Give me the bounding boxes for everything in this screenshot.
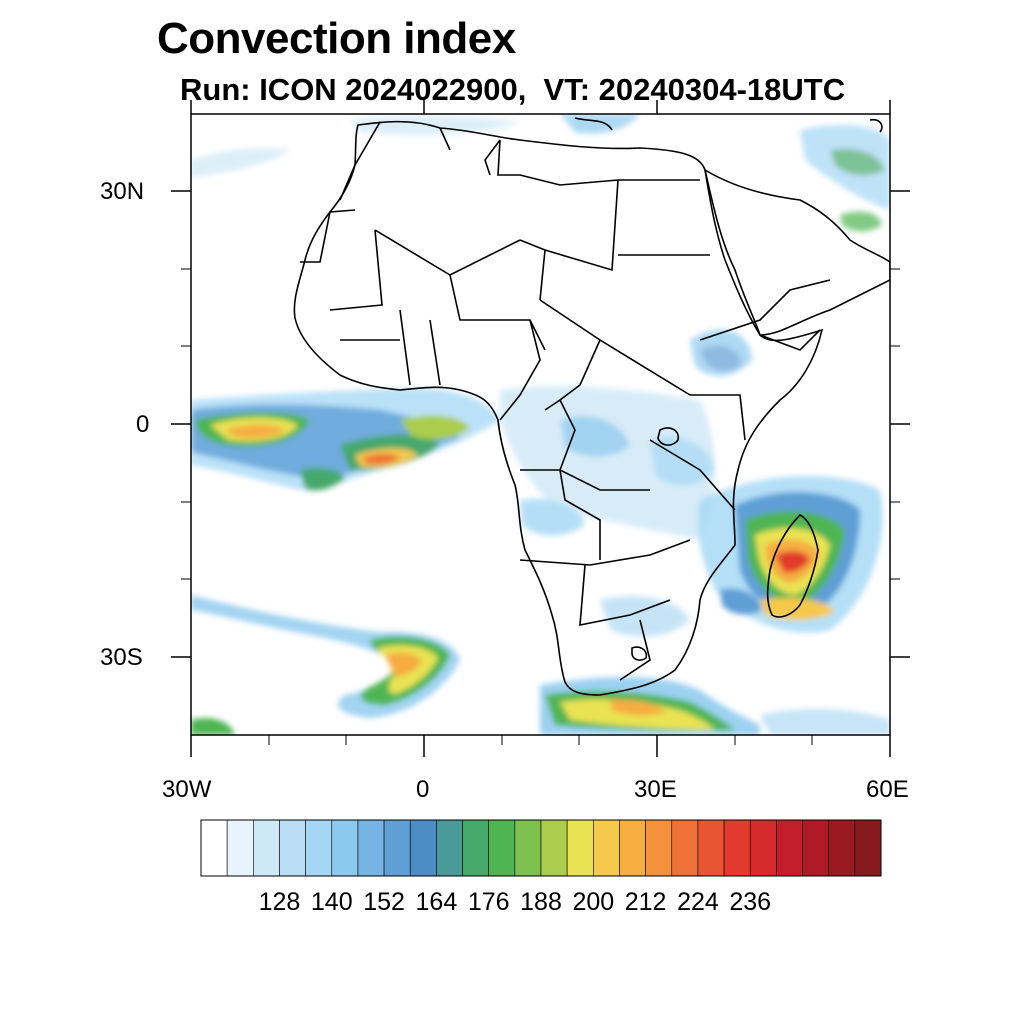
colorbar-swatch [749,819,777,877]
y-tick-label: 0 [136,411,150,438]
country-borders [293,117,890,696]
y-tick-label: 30S [100,644,143,671]
colorbar-label: 128 [258,888,301,916]
colorbar-swatch [383,819,411,877]
colorbar-swatch [619,819,646,877]
x-tick-label: 30W [162,776,212,803]
colorbar-label: 152 [363,888,405,916]
colorbar-swatch [697,819,725,877]
colorbar-swatch [488,819,516,877]
colorbar-swatch [253,819,280,877]
x-tick-label: 60E [866,776,909,803]
colorbar-swatch [331,819,359,877]
colorbar-swatch [357,819,385,877]
colorbar-swatch [645,819,673,877]
colorbar-label: 212 [624,888,667,916]
colorbar [200,819,882,877]
colorbar-swatch [226,819,254,877]
colorbar-label: 236 [729,888,772,916]
colorbar-swatch [200,819,228,877]
colorbar-swatch [409,819,437,877]
colorbar-label: 164 [415,888,458,916]
colorbar-swatch [436,819,463,877]
axis-ticks [171,100,910,757]
colorbar-swatch [462,819,489,877]
colorbar-swatch [279,819,306,877]
x-tick-label: 30E [634,776,677,803]
colorbar-swatch [566,819,594,877]
colorbar-swatch [854,819,882,877]
colorbar-label: 176 [467,888,510,916]
map-subtitle: Run: ICON 2024022900, VT: 20240304-18UTC [180,72,846,107]
colorbar-swatch [671,819,699,877]
colorbar-swatch [514,819,542,877]
colorbar-label: 200 [572,888,615,916]
axis-minor-ticks [181,268,900,745]
colorbar-label: 140 [310,888,353,916]
colorbar-outline [200,819,882,877]
colorbar-swatch [305,819,333,877]
colorbar-swatch [776,819,803,877]
colorbar-swatch [723,819,751,877]
colorbar-label: 188 [520,888,562,916]
x-tick-label: 0 [416,776,430,803]
colorbar-swatch [540,819,568,877]
colorbar-swatch [828,819,856,877]
convection-field [191,114,890,735]
colorbar-swatch [802,819,829,877]
y-tick-label: 30N [100,178,145,205]
colorbar-label: 224 [677,888,719,916]
map-title: Convection index [157,14,516,63]
colorbar-swatch [593,819,620,877]
